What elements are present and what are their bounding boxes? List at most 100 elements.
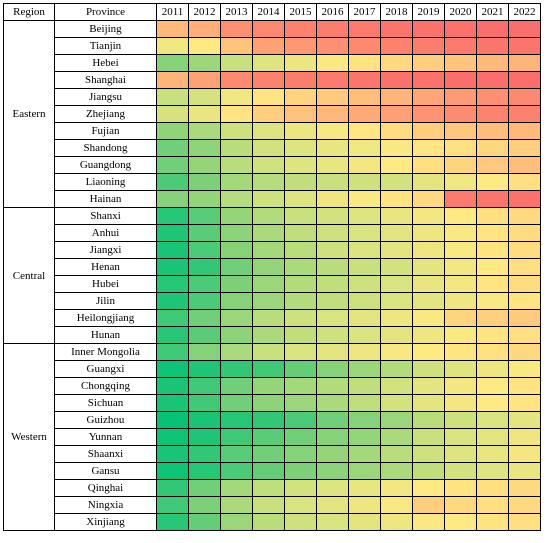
province-row: Zhejiang [4, 105, 541, 123]
heat-cell [284, 122, 317, 140]
province-label: Henan [54, 258, 157, 276]
heat-cell [156, 496, 189, 514]
heat-cell [252, 71, 285, 89]
year-header: 2022 [508, 3, 541, 21]
province-label: Guangxi [54, 360, 157, 378]
heat-cell [380, 241, 413, 259]
heat-cell [508, 139, 541, 157]
heat-cell [188, 360, 221, 378]
heat-cell [220, 496, 253, 514]
heat-cell [348, 207, 381, 225]
heat-cell [380, 173, 413, 191]
heat-cell [252, 20, 285, 38]
heat-cell [156, 190, 189, 208]
heat-cell [444, 343, 477, 361]
heat-cell [508, 462, 541, 480]
province-row: Shaanxi [4, 445, 541, 463]
heat-cell [476, 360, 509, 378]
heat-cell [508, 394, 541, 412]
province-row: Guangxi [4, 360, 541, 378]
heat-cell [380, 360, 413, 378]
heat-cell [156, 139, 189, 157]
province-row: Western Inner Mongolia [3, 343, 541, 531]
heat-cell [444, 20, 477, 38]
header-row: Region Province 2011 2012 2013 2014 2015 2016… [3, 3, 541, 21]
province-label: Guizhou [54, 411, 157, 429]
heat-cell [348, 513, 381, 531]
heat-cell [252, 343, 285, 361]
heat-cell [380, 326, 413, 344]
heat-cell [284, 37, 317, 55]
province-label: Shaanxi [54, 445, 157, 463]
province-row: Fujian [4, 122, 541, 140]
heat-cell [444, 190, 477, 208]
heat-cell [316, 224, 349, 242]
province-row: Guizhou [4, 411, 541, 429]
province-label: Zhejiang [54, 105, 157, 123]
heat-cell [380, 139, 413, 157]
heat-cell [412, 343, 445, 361]
heat-cell [380, 20, 413, 38]
heat-cell [348, 156, 381, 174]
heat-cell [316, 326, 349, 344]
heat-cell [316, 496, 349, 514]
heat-cell [220, 394, 253, 412]
heat-cell [188, 377, 221, 395]
province-label: Inner Mongolia [54, 343, 157, 361]
heat-cell [188, 190, 221, 208]
heat-cell [348, 445, 381, 463]
heat-cell [220, 37, 253, 55]
heat-cell [284, 411, 317, 429]
heat-cell [284, 462, 317, 480]
heat-cell [252, 445, 285, 463]
region-label: Eastern [3, 20, 55, 208]
heat-cell [188, 54, 221, 72]
heat-cell [508, 411, 541, 429]
heat-cell [412, 71, 445, 89]
heat-cell [380, 496, 413, 514]
heat-cell [188, 105, 221, 123]
heat-cell [508, 88, 541, 106]
province-row: Eastern Beijing [3, 20, 541, 208]
heat-cell [348, 326, 381, 344]
heat-cell [412, 496, 445, 514]
heat-cell [220, 224, 253, 242]
heat-cell [284, 105, 317, 123]
heat-cell [380, 428, 413, 446]
heat-cell [412, 326, 445, 344]
year-header: 2013 [220, 3, 253, 21]
province-label: Hainan [54, 190, 157, 208]
heat-cell [348, 360, 381, 378]
heat-cell [284, 207, 317, 225]
heat-cell [220, 462, 253, 480]
province-label: Heilongjiang [54, 309, 157, 327]
province-row: Jiangsu [4, 88, 541, 106]
heat-cell [444, 207, 477, 225]
province-label: Xinjiang [54, 513, 157, 531]
heat-cell [284, 445, 317, 463]
heat-cell [316, 88, 349, 106]
year-header: 2020 [444, 3, 477, 21]
heat-cell [252, 88, 285, 106]
heat-cell [188, 275, 221, 293]
heat-cell [252, 513, 285, 531]
heat-cell [252, 156, 285, 174]
heat-cell [316, 190, 349, 208]
heat-cell [348, 496, 381, 514]
heat-cell [476, 105, 509, 123]
heat-cell [284, 258, 317, 276]
heat-cell [156, 275, 189, 293]
heat-cell [476, 496, 509, 514]
region-label: Western [3, 343, 55, 531]
heat-cell [188, 428, 221, 446]
heat-cell [220, 207, 253, 225]
year-header: 2012 [188, 3, 221, 21]
heat-cell [252, 394, 285, 412]
province-row: Tianjin [4, 37, 541, 55]
heat-cell [252, 479, 285, 497]
heat-cell [188, 479, 221, 497]
province-label: Hunan [54, 326, 157, 344]
heat-cell [348, 428, 381, 446]
heat-cell [252, 496, 285, 514]
heat-cell [156, 241, 189, 259]
